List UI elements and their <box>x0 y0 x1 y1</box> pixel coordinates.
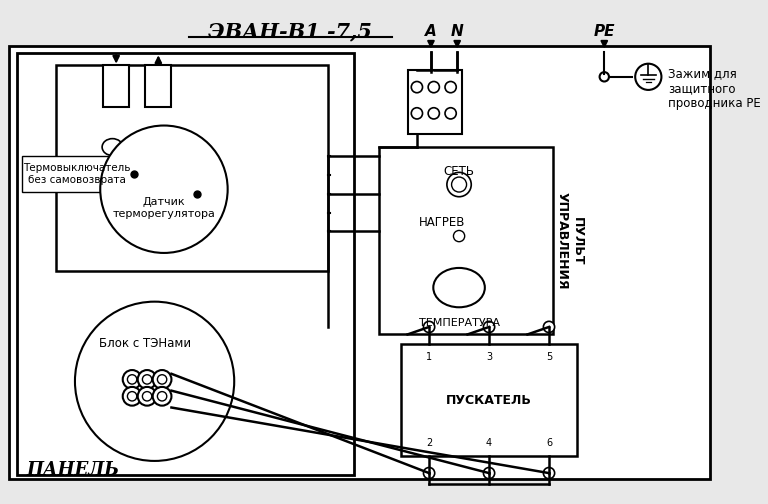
Circle shape <box>412 82 422 93</box>
Circle shape <box>445 82 456 93</box>
Text: A: A <box>425 24 437 39</box>
Circle shape <box>101 125 227 253</box>
Text: Зажим для
защитного
проводника РЕ: Зажим для защитного проводника РЕ <box>668 68 761 110</box>
Circle shape <box>453 230 465 242</box>
Text: Термовыключатель
без самовозврата: Термовыключатель без самовозврата <box>23 163 131 185</box>
Text: 2: 2 <box>426 438 432 448</box>
Text: 3: 3 <box>486 352 492 362</box>
Circle shape <box>412 108 422 119</box>
Circle shape <box>635 64 661 90</box>
Circle shape <box>157 375 167 384</box>
Circle shape <box>452 177 467 192</box>
Circle shape <box>423 322 435 333</box>
Text: 5: 5 <box>546 352 552 362</box>
Bar <box>145 65 171 107</box>
Text: PE: PE <box>594 24 615 39</box>
Bar <box>401 344 577 456</box>
Text: СЕТЬ: СЕТЬ <box>444 165 475 178</box>
Ellipse shape <box>102 139 123 156</box>
Circle shape <box>142 375 152 384</box>
Bar <box>56 65 328 271</box>
Text: 1: 1 <box>426 352 432 362</box>
Bar <box>408 70 462 134</box>
Circle shape <box>483 468 495 479</box>
Text: N: N <box>451 24 464 39</box>
Circle shape <box>153 370 171 389</box>
Circle shape <box>123 370 141 389</box>
Circle shape <box>153 387 171 406</box>
Circle shape <box>137 387 157 406</box>
Circle shape <box>428 108 439 119</box>
Text: 6: 6 <box>546 438 552 448</box>
Text: ПАНЕЛЬ: ПАНЕЛЬ <box>26 461 119 479</box>
Circle shape <box>544 322 554 333</box>
Text: ЭВАН-В1 -7,5: ЭВАН-В1 -7,5 <box>208 22 372 42</box>
Circle shape <box>428 82 439 93</box>
Text: НАГРЕВ: НАГРЕВ <box>419 216 465 229</box>
Circle shape <box>445 108 456 119</box>
Circle shape <box>127 392 137 401</box>
Circle shape <box>483 322 495 333</box>
Ellipse shape <box>147 139 167 156</box>
Text: ПУСКАТЕЛЬ: ПУСКАТЕЛЬ <box>446 394 532 407</box>
Circle shape <box>447 172 472 197</box>
Circle shape <box>75 302 234 461</box>
Text: 4: 4 <box>486 438 492 448</box>
Bar <box>103 65 129 107</box>
Bar <box>17 53 354 475</box>
Circle shape <box>127 375 137 384</box>
Circle shape <box>123 387 141 406</box>
Text: ПУЛЬТ
УПРАВЛЕНИЯ: ПУЛЬТ УПРАВЛЕНИЯ <box>555 192 584 289</box>
Circle shape <box>142 392 152 401</box>
Text: ТЕМПЕРАТУРА: ТЕМПЕРАТУРА <box>419 318 499 328</box>
Circle shape <box>423 468 435 479</box>
Circle shape <box>157 392 167 401</box>
Ellipse shape <box>433 268 485 307</box>
Bar <box>379 147 553 335</box>
Circle shape <box>600 72 609 82</box>
Text: Датчик
терморегулятора: Датчик терморегулятора <box>113 197 215 219</box>
Text: Блок с ТЭНами: Блок с ТЭНами <box>99 337 191 350</box>
Bar <box>22 156 132 192</box>
Circle shape <box>544 468 554 479</box>
Circle shape <box>137 370 157 389</box>
